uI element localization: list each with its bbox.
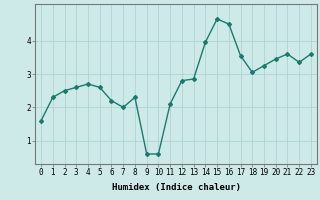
X-axis label: Humidex (Indice chaleur): Humidex (Indice chaleur)	[111, 183, 241, 192]
